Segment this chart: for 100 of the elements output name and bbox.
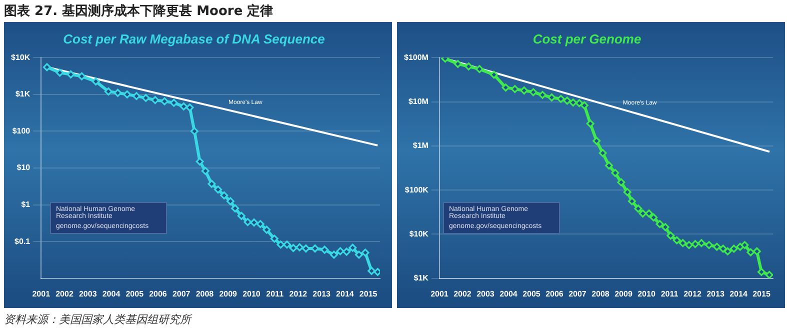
- x-tick-label: 2003: [78, 289, 98, 298]
- point: [78, 72, 86, 80]
- y-tick-label: $1K: [15, 90, 30, 99]
- point: [611, 168, 620, 177]
- point: [170, 98, 178, 107]
- point: [661, 223, 670, 232]
- text: 资料来源：美国国家人类基因组研究所: [4, 312, 191, 327]
- point: [220, 191, 228, 200]
- point: [142, 94, 150, 102]
- point: [302, 244, 310, 252]
- point: [214, 186, 222, 194]
- point: [634, 204, 642, 213]
- x-tick-label: 2003: [476, 289, 495, 298]
- x-tick-label: 2015: [752, 289, 771, 298]
- point: [724, 247, 732, 256]
- point: [705, 241, 714, 250]
- x-tick-label: 2005: [522, 289, 541, 298]
- point: [250, 218, 258, 227]
- y-tick-label: $1: [21, 200, 31, 210]
- point: [276, 240, 285, 249]
- x-tick-label: 2006: [546, 289, 564, 298]
- y-tick-label: $0.1: [14, 236, 31, 246]
- point: [151, 96, 160, 104]
- y-tick-label: $100M: [404, 52, 429, 62]
- point: [490, 70, 498, 79]
- point: [454, 60, 462, 68]
- point: [604, 162, 613, 170]
- x-tick-label: 2008: [196, 289, 214, 298]
- point: [180, 102, 188, 110]
- point: [623, 188, 632, 196]
- x-tick-label: 2001: [430, 289, 449, 298]
- point: [114, 88, 122, 97]
- point: [186, 104, 194, 112]
- point: [656, 220, 664, 228]
- point: [556, 94, 565, 103]
- point: [580, 101, 588, 110]
- point: [666, 232, 675, 240]
- point: [464, 62, 473, 70]
- y-tick-label: $100: [12, 126, 31, 136]
- chart-title: Cost per Raw Megabase of DNA Sequence: [63, 31, 325, 46]
- point: [208, 180, 216, 188]
- x-tick-label: 2007: [568, 289, 587, 298]
- point: [262, 226, 271, 234]
- point: [244, 218, 252, 226]
- y-tick-label: $1M: [412, 141, 429, 150]
- x-tick-label: 2004: [102, 289, 121, 298]
- x-tick-label: 2009: [614, 289, 633, 298]
- x-tick-label: 2004: [500, 289, 518, 298]
- point: [237, 212, 246, 220]
- x-tick-label: 2011: [266, 289, 284, 298]
- point: [697, 239, 706, 248]
- point: [196, 158, 204, 166]
- point: [529, 88, 538, 96]
- point: [598, 149, 607, 158]
- y-tick-label: $100K: [404, 185, 429, 194]
- point: [336, 247, 344, 256]
- point: [368, 266, 376, 275]
- point: [296, 243, 304, 252]
- point: [190, 127, 198, 136]
- point: [42, 63, 51, 72]
- x-tick-label: 2013: [312, 289, 332, 298]
- point: [510, 85, 519, 94]
- point: [628, 197, 636, 206]
- point: [320, 246, 329, 254]
- y-tick-label: $10K: [11, 52, 30, 62]
- x-tick-label: 2010: [242, 289, 261, 298]
- point: [765, 270, 773, 278]
- point: [740, 241, 749, 250]
- point: [712, 242, 721, 251]
- point: [123, 90, 132, 98]
- point: [520, 86, 528, 94]
- x-tick-label: 2006: [149, 289, 168, 298]
- chart-title: Cost per Genome: [532, 31, 642, 46]
- point: [502, 84, 510, 92]
- point: [592, 136, 601, 145]
- y-tick-label: $1K: [414, 274, 429, 283]
- point: [645, 209, 654, 218]
- x-tick-label: 2001: [32, 289, 51, 298]
- point: [575, 99, 584, 108]
- y-tick-label: $10M: [408, 96, 429, 106]
- point: [569, 98, 578, 107]
- point: [104, 87, 112, 96]
- x-tick-label: 2009: [219, 289, 238, 298]
- x-tick-label: 2007: [172, 289, 191, 298]
- text: 图表 27. 基因测序成本下降更甚 Moore 定律: [4, 2, 274, 20]
- point: [56, 68, 64, 77]
- point: [348, 244, 357, 252]
- point: [354, 250, 363, 259]
- x-tick-label: 2015: [359, 289, 378, 298]
- point: [66, 70, 75, 78]
- point: [226, 197, 234, 206]
- point: [678, 239, 687, 248]
- x-tick-label: 2012: [289, 289, 308, 298]
- point: [650, 213, 658, 222]
- point: [270, 234, 278, 243]
- x-tick-label: 2014: [730, 289, 748, 298]
- x-tick-label: 2002: [56, 289, 74, 298]
- x-tick-label: 2010: [638, 289, 656, 298]
- point: [691, 240, 700, 248]
- point: [752, 247, 761, 256]
